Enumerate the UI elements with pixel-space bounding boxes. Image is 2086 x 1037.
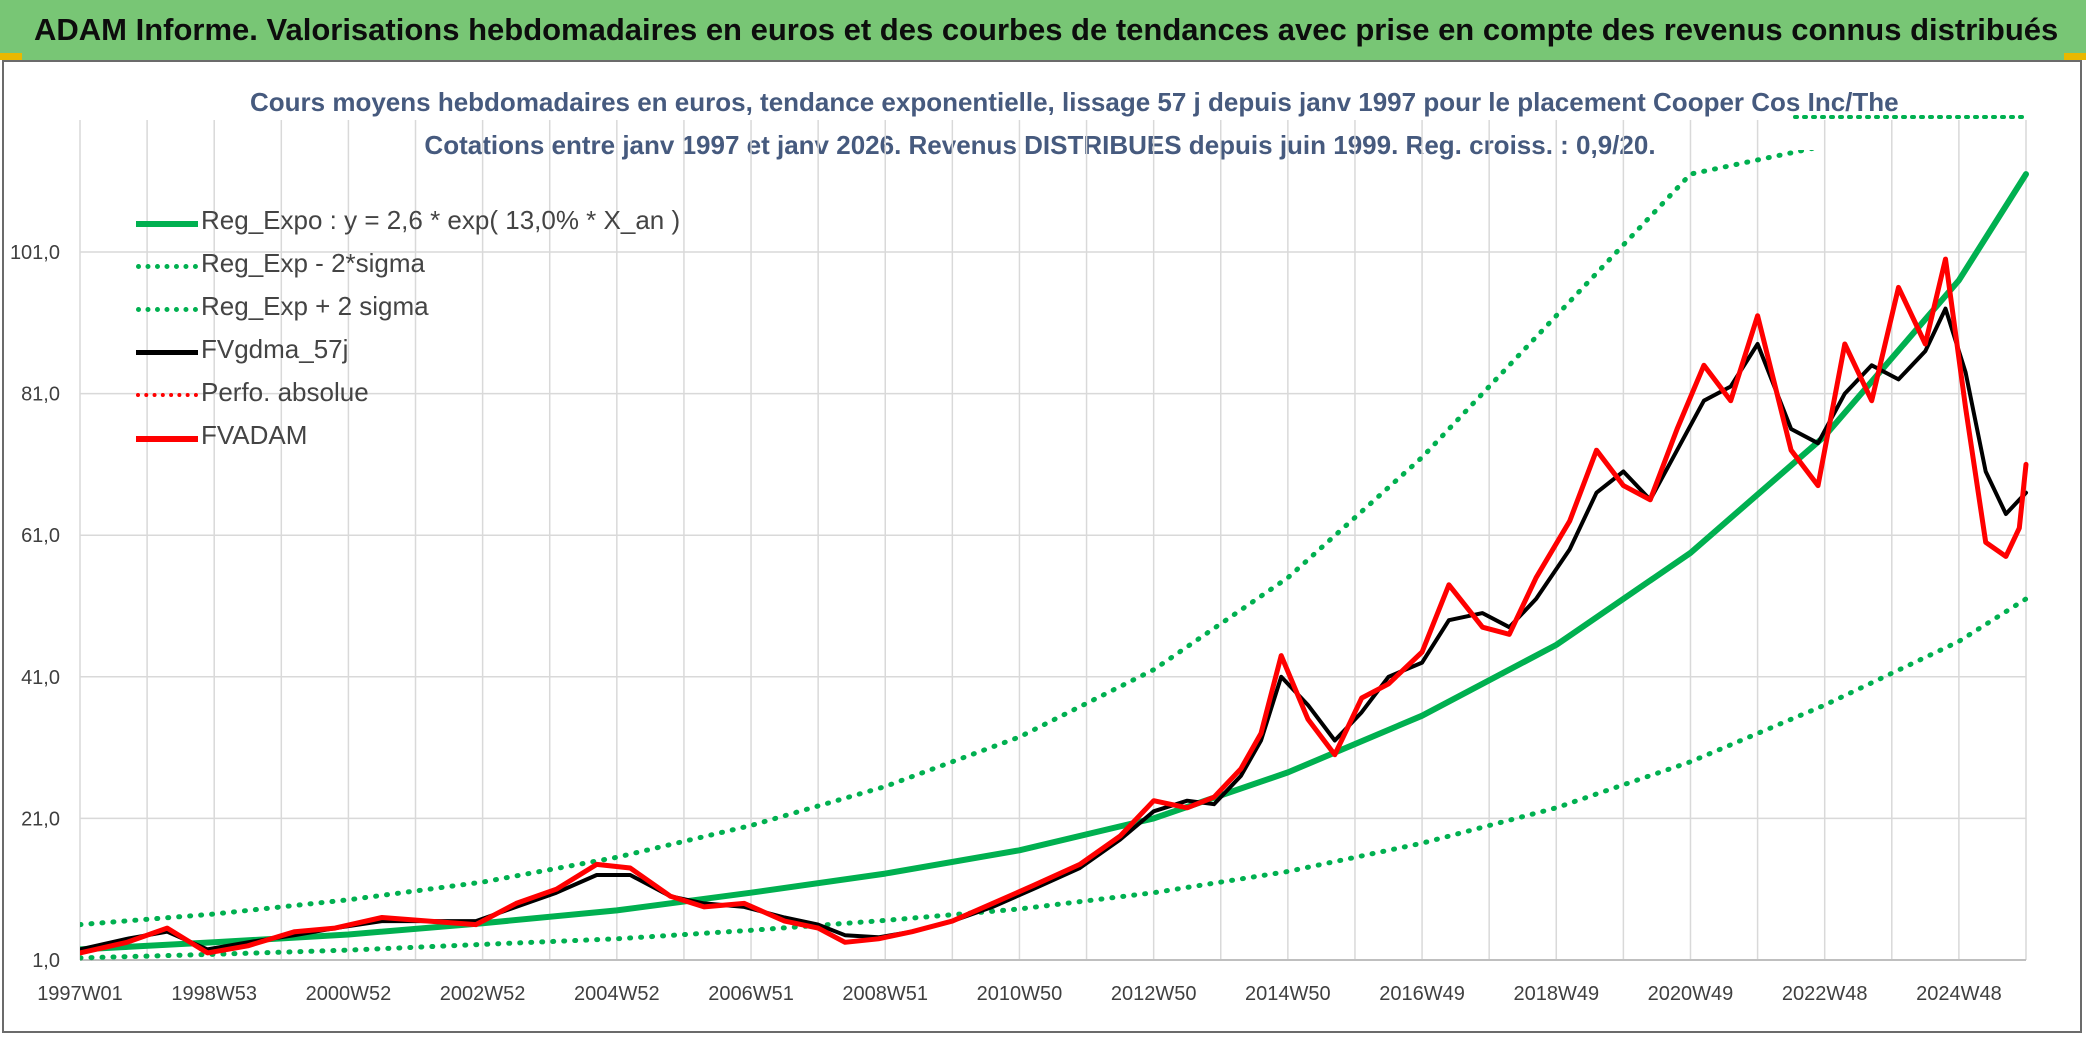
x-tick-label: 2016W49: [1379, 983, 1465, 1005]
legend-swatch-reg-plus: [136, 307, 198, 312]
legend-swatch-gdma: [136, 350, 198, 355]
x-tick-label: 1997W01: [37, 983, 123, 1005]
y-tick-label: 41,0: [21, 667, 60, 689]
x-tick-label: 2014W50: [1245, 983, 1331, 1005]
x-tick-label: 2006W51: [708, 983, 794, 1005]
y-tick-label: 81,0: [21, 384, 60, 406]
legend-swatch-fvadam: [136, 436, 198, 442]
x-tick-label: 2000W52: [306, 983, 392, 1005]
x-tick-label: 2024W48: [1916, 983, 2002, 1005]
x-tick-label: 2008W51: [842, 983, 928, 1005]
y-tick-label: 1,0: [32, 950, 60, 972]
header-bar: [0, 0, 2086, 60]
chart-title-line1: Cours moyens hebdomadaires en euros, ten…: [250, 87, 1899, 117]
y-tick-label: 61,0: [21, 525, 60, 547]
x-tick-label: 2022W48: [1782, 983, 1868, 1005]
legend-swatch-perfo: [136, 393, 198, 397]
x-tick-label: 1998W53: [171, 983, 257, 1005]
series-fvgdma-57j-line: [80, 306, 2028, 952]
x-tick-label: 2004W52: [574, 983, 660, 1005]
legend-swatch-reg-minus: [136, 264, 198, 269]
header-corner-left: [0, 53, 22, 60]
y-tick-label: 101,0: [10, 242, 60, 264]
legend-label-reg-expo: Reg_Expo : y = 2,6 * exp( 13,0% * X_an ): [201, 205, 681, 235]
series-reg-minus-2sigma-line: [80, 596, 2029, 961]
page-title: ADAM Informe. Valorisations hebdomadaire…: [34, 12, 2059, 47]
legend-label-reg-minus: Reg_Exp - 2*sigma: [201, 248, 425, 278]
series-reg-plus-2sigma-line: [80, 150, 1817, 928]
y-tick-label: 21,0: [21, 808, 60, 830]
legend-label-reg-plus: Reg_Exp + 2 sigma: [201, 291, 429, 321]
series-reg-expo-line: [80, 171, 2029, 953]
x-tick-label: 2018W49: [1513, 983, 1599, 1005]
legend-label-perfo: Perfo. absolue: [201, 377, 369, 407]
x-tick-label: 2002W52: [440, 983, 526, 1005]
series-fvadam-line: [80, 256, 2029, 956]
legend-swatch-reg-expo: [136, 221, 198, 227]
x-tick-label: 2010W50: [977, 983, 1063, 1005]
legend-label-gdma: FVgdma_57j: [201, 334, 349, 364]
x-tick-label: 2020W49: [1648, 983, 1734, 1005]
x-tick-label: 2012W50: [1111, 983, 1197, 1005]
chart-title-line2: Cotations entre janv 1997 et janv 2026. …: [424, 130, 1656, 160]
header-corner-right: [2064, 53, 2086, 60]
legend-label-fvadam: FVADAM: [201, 420, 308, 450]
